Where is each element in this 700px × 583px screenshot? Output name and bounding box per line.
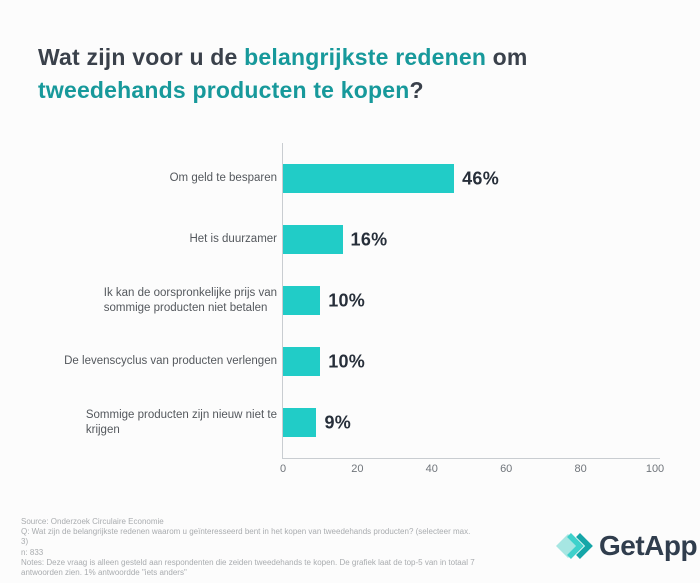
footnotes: Source: Onderzoek Circulaire Economie Q: … <box>21 517 475 578</box>
bar <box>283 164 455 193</box>
category-label: Sommige producten zijn nieuw niet te kri… <box>37 400 277 446</box>
footnote-line: 3) <box>21 537 29 547</box>
title-segment: om <box>486 44 528 71</box>
title-segment: tweedehands producten te kopen <box>38 77 410 104</box>
title-segment: belangrijkste redenen <box>244 44 487 71</box>
value-label: 10% <box>328 290 366 310</box>
x-tick-label: 100 <box>645 463 665 475</box>
footnote-line: antwoorden zien. 1% antwoordde "iets and… <box>21 568 187 578</box>
getapp-logo-icon <box>556 533 593 559</box>
value-label: 16% <box>350 229 388 249</box>
category-label-text: Ik kan de oorspronkelijke prijs van somm… <box>103 286 277 314</box>
category-label-text: Het is duurzamer <box>189 233 277 245</box>
category-label: Om geld te besparen <box>37 156 277 202</box>
footnote-line: Q: Wat zijn de belangrijkste redenen waa… <box>21 527 471 537</box>
bar <box>283 347 321 376</box>
footnote-line: Source: Onderzoek Circulaire Economie <box>21 517 164 526</box>
bar <box>283 408 317 437</box>
category-label-text: De levenscyclus van producten verlengen <box>64 355 277 367</box>
x-tick-label: 60 <box>500 463 513 475</box>
footnote-line: n: 833 <box>21 547 44 557</box>
value-label: 9% <box>324 412 352 432</box>
x-tick-label: 40 <box>425 463 438 475</box>
category-label: Het is duurzamer <box>37 217 277 263</box>
value-label: 10% <box>328 351 366 371</box>
title-segment: Wat zijn voor u de <box>38 44 245 71</box>
category-label-text: Sommige producten zijn nieuw niet te kri… <box>85 408 277 436</box>
bar-chart: Om geld te besparen 46% Het is duurzamer 16… <box>37 143 665 475</box>
x-tick-label: 80 <box>574 463 587 475</box>
getapp-logo-text: GetApp <box>599 530 698 561</box>
category-label: De levenscyclus van producten verlengen <box>37 339 277 385</box>
x-tick-label: 0 <box>279 463 287 475</box>
x-tick-label: 20 <box>351 463 364 475</box>
x-axis-line <box>282 458 660 459</box>
category-label: Ik kan de oorspronkelijke prijs van somm… <box>37 278 277 324</box>
footnote-line: Notes: Deze vraag is alleen gesteld aan … <box>21 557 475 567</box>
page-title: Wat zijn voor u de belangrijkste redenen… <box>38 41 658 107</box>
bar <box>283 286 321 315</box>
title-segment: ? <box>409 77 424 104</box>
category-label-text: Om geld te besparen <box>169 172 277 184</box>
getapp-logo: GetApp <box>556 529 698 563</box>
y-axis-line <box>282 143 283 458</box>
bar <box>283 225 343 254</box>
value-label: 46% <box>462 168 500 188</box>
